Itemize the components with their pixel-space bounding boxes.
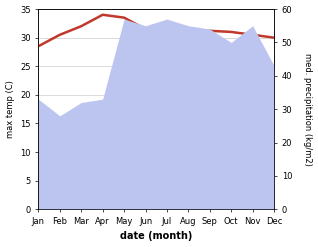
Y-axis label: med. precipitation (kg/m2): med. precipitation (kg/m2) bbox=[303, 53, 313, 165]
Y-axis label: max temp (C): max temp (C) bbox=[5, 80, 15, 138]
X-axis label: date (month): date (month) bbox=[120, 231, 192, 242]
